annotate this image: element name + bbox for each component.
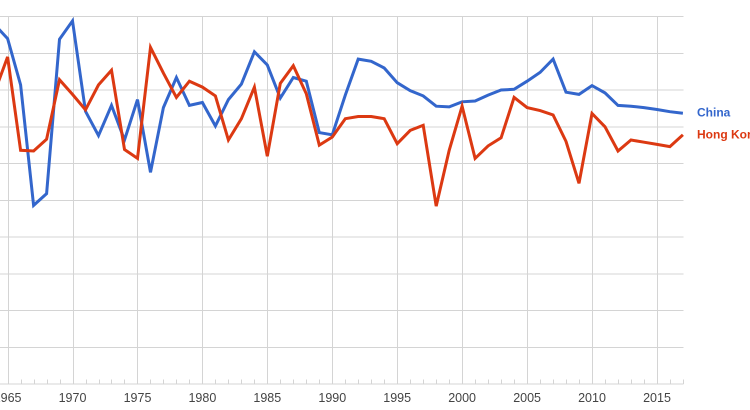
svg-text:China: China [697,105,731,119]
svg-text:1990: 1990 [318,391,346,405]
svg-text:2000: 2000 [448,391,476,405]
svg-text:2005: 2005 [513,391,541,405]
svg-text:1975: 1975 [124,391,152,405]
svg-text:Hong Kong: Hong Kong [697,127,750,141]
svg-text:1985: 1985 [253,391,281,405]
svg-text:1965: 1965 [0,391,22,405]
svg-text:2015: 2015 [643,391,671,405]
svg-text:1970: 1970 [59,391,87,405]
svg-text:1995: 1995 [383,391,411,405]
svg-text:2010: 2010 [578,391,606,405]
svg-text:1980: 1980 [188,391,216,405]
